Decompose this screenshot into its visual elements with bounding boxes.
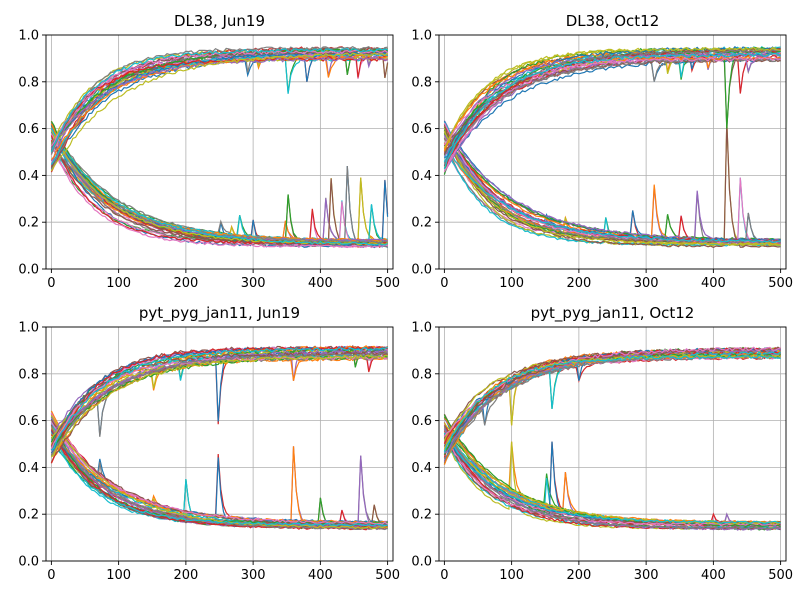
x-tick-label: 400 (308, 276, 333, 291)
x-tick-label: 0 (440, 276, 448, 291)
lower-series-line (50, 427, 388, 524)
x-tick-label: 200 (173, 276, 198, 291)
axes-frame (438, 326, 787, 562)
lower-series-line (50, 129, 388, 246)
x-tick-label: 500 (375, 276, 400, 291)
upper-series-line (50, 345, 388, 464)
x-tick-label: 200 (173, 568, 198, 583)
series-group (443, 346, 782, 531)
x-tick-label: 300 (634, 568, 659, 583)
lower-series-line (50, 437, 388, 527)
y-tick-label: 0.2 (411, 508, 432, 523)
y-tick-label: 0.4 (18, 169, 39, 184)
upper-series-line (443, 346, 781, 437)
y-tick-label: 1.0 (411, 321, 432, 336)
x-tick-label: 500 (375, 568, 400, 583)
lower-series-line (50, 414, 388, 530)
y-tick-label: 1.0 (411, 29, 432, 44)
x-tick-label: 400 (308, 568, 333, 583)
upper-series-line (51, 354, 388, 458)
upper-series-line (50, 52, 388, 172)
lower-series-line (443, 134, 781, 245)
y-tick-label: 0.6 (18, 122, 39, 137)
y-tick-label: 0.6 (411, 414, 432, 429)
x-tick-label: 400 (701, 568, 726, 583)
y-tick-label: 1.0 (18, 321, 39, 336)
x-tick-label: 300 (634, 276, 659, 291)
y-tick-label: 0.8 (411, 75, 432, 90)
x-tick-label: 400 (701, 276, 726, 291)
upper-series-line (51, 346, 388, 451)
upper-series-line (50, 49, 388, 147)
x-tick-label: 200 (566, 568, 591, 583)
x-tick-label: 300 (241, 276, 266, 291)
chart-title: DL38, Jun19 (174, 12, 265, 30)
chart-panel-1: 0 100 200 300 400 500 0.0 0.2 0.4 0.6 0.8 1.0 DL38, … (18, 12, 400, 291)
lower-series-line (443, 435, 781, 526)
x-tick-label: 100 (106, 276, 131, 291)
upper-series-line (50, 49, 389, 147)
x-tick-label: 100 (499, 568, 524, 583)
chart-panel-3: 0 100 200 300 400 500 0.0 0.2 0.4 0.6 0.8 1.0 pyt_py… (18, 304, 400, 583)
series-group (50, 45, 389, 249)
upper-series-line (50, 354, 388, 440)
y-tick-label: 0.0 (411, 263, 432, 278)
lower-series-line (443, 144, 781, 244)
x-tick-label: 300 (241, 568, 266, 583)
y-tick-label: 0.4 (18, 461, 39, 476)
upper-series-line (443, 46, 781, 149)
y-tick-label: 0.8 (411, 367, 432, 382)
chart-panel-2: 0 100 200 300 400 500 0.0 0.2 0.4 0.6 0.8 1.0 DL38, … (411, 12, 793, 291)
axes-frame (45, 326, 394, 562)
x-tick-label: 200 (566, 276, 591, 291)
upper-series-line (50, 47, 388, 152)
y-tick-label: 0.2 (411, 216, 432, 231)
upper-series-line (50, 355, 388, 450)
y-tick-label: 0.6 (18, 414, 39, 429)
chart-panel-4: 0 100 200 300 400 500 0.0 0.2 0.4 0.6 0.8 1.0 pyt_py… (411, 304, 793, 583)
upper-series-line (443, 52, 781, 170)
lower-series-line (443, 428, 781, 531)
chart-title: pyt_pyg_jan11, Oct12 (531, 304, 695, 323)
lower-series-line (50, 144, 388, 249)
upper-series-line (50, 45, 388, 155)
x-tick-label: 0 (47, 568, 55, 583)
x-tick-label: 0 (440, 568, 448, 583)
y-tick-label: 0.4 (411, 169, 432, 184)
y-tick-label: 0.8 (18, 367, 39, 382)
series-group (443, 45, 782, 249)
y-tick-label: 0.2 (18, 508, 39, 523)
axes-frame (45, 34, 394, 270)
y-tick-label: 0.4 (411, 461, 432, 476)
axes-frame (438, 34, 787, 270)
upper-series-line (443, 56, 781, 146)
x-tick-label: 100 (499, 276, 524, 291)
y-tick-label: 1.0 (18, 29, 39, 44)
chart-title: DL38, Oct12 (566, 12, 660, 30)
x-tick-label: 100 (106, 568, 131, 583)
lower-series-line (443, 425, 781, 530)
lower-series-line (443, 432, 781, 525)
lower-series-line (50, 142, 388, 244)
y-tick-label: 0.6 (411, 122, 432, 137)
upper-series-line (50, 56, 388, 151)
upper-series-line (443, 354, 781, 453)
lower-series-line (443, 130, 781, 246)
y-tick-label: 0.2 (18, 216, 39, 231)
y-tick-label: 0.0 (18, 263, 39, 278)
x-tick-label: 0 (47, 276, 55, 291)
upper-series-line (443, 46, 781, 167)
y-tick-label: 0.0 (411, 555, 432, 570)
lower-series-line (50, 127, 388, 246)
x-tick-label: 500 (768, 568, 793, 583)
x-tick-label: 500 (768, 276, 793, 291)
upper-series-line (50, 352, 388, 456)
y-tick-label: 0.0 (18, 555, 39, 570)
y-tick-label: 0.8 (18, 75, 39, 90)
series-group (50, 344, 389, 531)
chart-title: pyt_pyg_jan11, Jun19 (139, 304, 300, 323)
